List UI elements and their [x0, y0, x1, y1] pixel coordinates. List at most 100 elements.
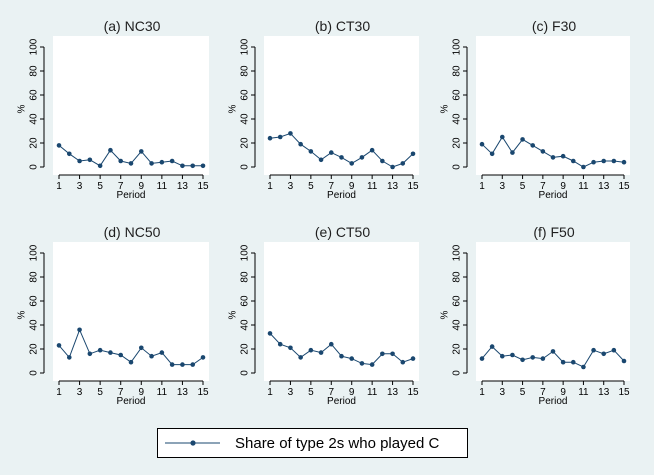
- data-point: [581, 364, 586, 370]
- x-tick-label: 11: [578, 181, 589, 192]
- y-tick-label: 100: [29, 38, 40, 55]
- data-point: [277, 134, 283, 140]
- data-point: [169, 362, 175, 367]
- x-tick-label: 5: [97, 181, 103, 192]
- x-tick-label: 13: [598, 181, 610, 192]
- data-point: [570, 359, 576, 365]
- y-tick-label: 0: [29, 164, 40, 170]
- x-tick-label: 7: [540, 181, 546, 192]
- data-point: [66, 151, 72, 157]
- x-tick-label: 7: [118, 181, 124, 192]
- data-point: [410, 151, 416, 157]
- data-point: [118, 158, 124, 164]
- x-axis-label: Period: [539, 190, 568, 201]
- data-point: [479, 141, 485, 147]
- x-tick-label: 3: [288, 181, 294, 192]
- data-point: [499, 134, 505, 140]
- x-tick-label: 1: [479, 181, 485, 192]
- data-point: [540, 356, 546, 361]
- data-point: [267, 331, 273, 336]
- y-tick-label: 0: [240, 370, 251, 376]
- x-tick-label: 9: [139, 387, 145, 398]
- y-axis-label: %: [440, 310, 451, 319]
- data-point: [339, 155, 344, 160]
- y-tick-label: 60: [240, 295, 251, 307]
- data-point: [277, 341, 283, 347]
- x-tick-label: 3: [500, 181, 506, 192]
- data-point: [87, 157, 93, 163]
- data-point: [479, 356, 485, 361]
- data-point: [601, 158, 607, 164]
- data-point: [298, 141, 303, 147]
- data-point: [550, 155, 556, 160]
- y-tick-label: 100: [29, 244, 40, 261]
- y-tick-label: 0: [29, 370, 40, 376]
- data-point: [200, 355, 206, 360]
- x-tick-label: 5: [520, 387, 526, 398]
- legend-marker: [165, 440, 220, 446]
- y-tick-label: 40: [29, 113, 40, 125]
- data-point: [530, 143, 536, 148]
- data-point: [328, 150, 334, 155]
- data-point: [621, 358, 627, 364]
- data-point: [591, 347, 596, 353]
- y-tick-label: 100: [240, 244, 251, 261]
- x-axis-label: Period: [117, 190, 146, 201]
- data-point: [601, 351, 607, 357]
- data-point: [390, 351, 395, 357]
- plot-area: [476, 242, 630, 381]
- data-point: [400, 161, 406, 166]
- y-tick-label: 100: [452, 38, 463, 55]
- plot-area: [264, 242, 419, 381]
- data-point: [339, 353, 344, 359]
- y-tick-label: 20: [452, 343, 463, 355]
- x-tick-label: 9: [349, 181, 355, 192]
- x-tick-label: 9: [560, 387, 566, 398]
- x-tick-label: 15: [407, 387, 419, 398]
- y-tick-label: 60: [452, 295, 463, 307]
- y-tick-label: 20: [240, 343, 251, 355]
- data-point: [128, 359, 134, 365]
- data-point: [77, 327, 82, 333]
- data-point: [128, 161, 134, 166]
- y-axis-label: %: [228, 104, 239, 113]
- chart-title: (b) CT30: [315, 18, 370, 34]
- data-point: [550, 349, 556, 354]
- data-point: [349, 356, 355, 361]
- y-axis-label: %: [17, 104, 28, 113]
- chart-title: (a) NC30: [104, 18, 161, 34]
- y-tick-label: 80: [29, 65, 40, 77]
- x-tick-label: 11: [367, 181, 378, 192]
- data-point: [56, 343, 62, 348]
- data-point: [489, 344, 495, 349]
- x-tick-label: 11: [367, 387, 378, 398]
- x-tick-label: 7: [118, 387, 124, 398]
- x-tick-label: 13: [387, 181, 399, 192]
- x-tick-label: 5: [520, 181, 526, 192]
- data-point: [400, 359, 406, 365]
- data-point: [108, 147, 113, 153]
- data-point: [87, 351, 93, 357]
- data-point: [611, 158, 617, 164]
- y-tick-label: 20: [452, 137, 463, 149]
- y-tick-label: 80: [452, 65, 463, 77]
- data-point: [489, 151, 495, 157]
- data-point: [190, 163, 196, 169]
- x-tick-label: 3: [77, 181, 83, 192]
- data-point: [318, 350, 324, 355]
- x-tick-label: 9: [139, 181, 145, 192]
- data-point: [510, 150, 515, 155]
- x-tick-label: 15: [618, 387, 630, 398]
- data-point: [369, 362, 375, 367]
- data-point: [267, 135, 273, 141]
- data-point: [380, 158, 385, 164]
- data-point: [97, 347, 103, 353]
- x-axis-label: Period: [327, 396, 356, 407]
- y-tick-label: 100: [240, 38, 251, 55]
- chart-title: (c) F30: [532, 18, 577, 34]
- x-axis-label: Period: [539, 396, 568, 407]
